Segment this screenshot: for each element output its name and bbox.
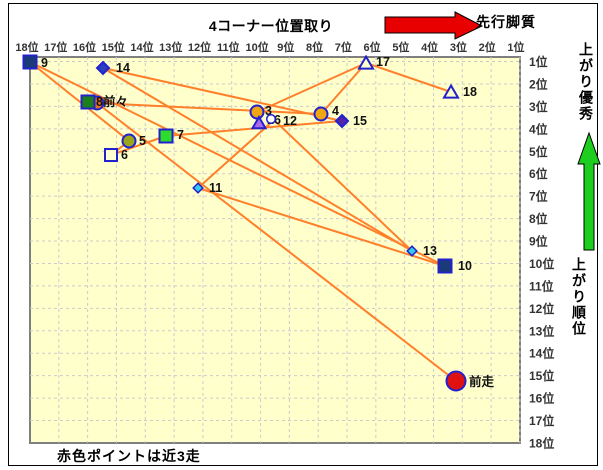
y-tick-label: 6位: [529, 166, 548, 181]
point-13-label: 13: [423, 244, 437, 258]
point-7-label: 7: [177, 128, 184, 142]
x-tick-label: 6位: [364, 40, 381, 54]
x-tick-label: 12位: [188, 40, 211, 54]
point-18-label: 18: [463, 85, 477, 99]
point-3-label: 3: [265, 104, 272, 118]
y-tick-label: 2位: [529, 76, 548, 91]
run-connection-line: [96, 102, 322, 115]
agari-rank-axis-label: 上がり順位: [571, 257, 587, 337]
run-connection-line: [110, 135, 167, 156]
point-18-marker: [442, 83, 460, 99]
point-14-label: 14: [116, 61, 130, 75]
point-15-label: 15: [353, 114, 367, 128]
y-tick-label: 4位: [529, 121, 548, 136]
y-tick-label: 18位: [529, 435, 554, 450]
y-tick-label: 13位: [529, 323, 554, 338]
y-tick-label: 10位: [529, 256, 554, 271]
point-前走-label: 前走: [469, 374, 495, 389]
run-connection-line: [365, 62, 452, 93]
run-connection-line: [197, 119, 275, 189]
x-tick-label: 16位: [73, 40, 96, 54]
point-11-marker: [192, 182, 204, 194]
x-tick-label: 9位: [277, 40, 294, 54]
point-8前々-marker: [80, 94, 96, 110]
point-9-label: 9: [41, 56, 48, 70]
x-tick-label: 5位: [392, 40, 409, 54]
x-tick-label: 13位: [159, 40, 182, 54]
point-17-marker: [357, 54, 375, 70]
front-runner-right-arrow-icon: [384, 11, 484, 40]
y-tick-label: 16位: [529, 391, 554, 406]
point-16-marker: [265, 113, 277, 125]
run-connection-line: [197, 187, 446, 267]
y-tick-label: 17位: [529, 413, 554, 428]
point-15-marker: [334, 113, 350, 129]
point-前走-marker: [445, 370, 467, 392]
y-tick-label: 11位: [529, 278, 554, 293]
x-tick-label: 3位: [450, 40, 467, 54]
x-tick-label: 8位: [306, 40, 323, 54]
y-tick-label: 1位: [529, 54, 548, 69]
point-4-marker: [313, 106, 329, 122]
y-tick-label: 9位: [529, 234, 548, 249]
agari-excellent-label: 上がり優秀: [578, 42, 594, 122]
y-tick-label: 3位: [529, 99, 548, 114]
point-14-marker: [95, 60, 111, 76]
x-tick-label: 14位: [130, 40, 153, 54]
y-tick-label: 14位: [529, 346, 554, 361]
point-17-label: 17: [376, 55, 390, 69]
x-tick-label: 2位: [479, 40, 496, 54]
point-7-marker: [158, 128, 174, 144]
x-tick-label: 7位: [335, 40, 352, 54]
point-12-label: 12: [283, 114, 297, 128]
x-tick-label: 1位: [507, 40, 524, 54]
point-4-label: 4: [332, 104, 339, 118]
x-tick-label: 17位: [44, 40, 67, 54]
y-tick-label: 12位: [529, 301, 554, 316]
front-runner-label: 先行脚質: [476, 14, 536, 30]
point-6-label: 6: [121, 148, 128, 162]
x-tick-label: 4位: [421, 40, 438, 54]
point-13-marker: [406, 245, 418, 257]
point-9-marker: [22, 54, 38, 70]
x-tick-label: 10位: [245, 40, 268, 54]
x-tick-label: 18位: [15, 40, 38, 54]
run-connection-line: [273, 119, 413, 252]
x-tick-label: 11位: [217, 40, 240, 54]
point-5-label: 5: [139, 134, 146, 148]
y-tick-label: 5位: [529, 144, 548, 159]
point-12-marker: [250, 115, 268, 130]
x-tick-label: 15位: [102, 40, 125, 54]
point-3-marker: [249, 104, 265, 120]
run-connection-line: [256, 62, 367, 113]
point-10-marker: [437, 258, 453, 274]
point-8前々-label: 8前々: [96, 94, 128, 109]
run-connection-line: [102, 67, 343, 122]
y-tick-label: 15位: [529, 368, 554, 383]
y-tick-label: 8位: [529, 211, 548, 226]
point-10-label: 10: [458, 259, 472, 273]
red-points-note: 赤色ポイントは近3走: [57, 448, 201, 464]
chart-title: 4コーナー位置取り: [208, 18, 334, 34]
run-connection-line: [96, 102, 457, 382]
point-5-marker: [121, 133, 137, 149]
point-6-marker: [104, 148, 118, 162]
run-connection-line: [102, 67, 413, 252]
y-tick-label: 7位: [529, 189, 548, 204]
run-connection-line: [29, 61, 130, 142]
run-connection-line: [320, 62, 367, 115]
point-11-label: 11: [209, 181, 222, 195]
agari-up-arrow-icon: [577, 131, 601, 251]
